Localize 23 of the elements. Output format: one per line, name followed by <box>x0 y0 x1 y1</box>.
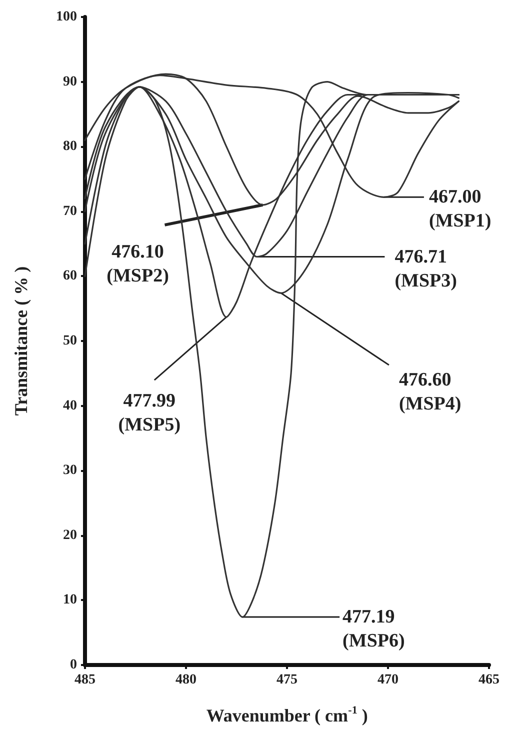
y-tick-label: 40 <box>63 398 77 414</box>
y-tick-label: 50 <box>63 334 77 348</box>
y-tick-label: 70 <box>63 204 77 219</box>
y-tick-label: 10 <box>63 592 77 608</box>
y-tick-label: 80 <box>63 139 77 154</box>
y-tick-label: 30 <box>63 463 77 478</box>
y-tick-label: 100 <box>56 10 77 24</box>
y-tick-label: 90 <box>63 74 77 90</box>
y-tick-label: 0 <box>70 658 77 672</box>
x-tick-label: 475 <box>276 672 298 688</box>
x-tick-label: 470 <box>378 672 398 688</box>
annotation: 477.19 (MSP6) <box>342 606 405 652</box>
annotation: 477.99 (MSP5) <box>118 390 181 436</box>
annotation: 476.60 (MSP4) <box>398 370 462 415</box>
annotation: 476.71 (MSP3) <box>394 246 457 292</box>
y-tick-label: 60 <box>63 268 77 284</box>
y-axis-title: Transmitance ( % ) <box>11 266 31 416</box>
x-tick-label: 465 <box>478 672 500 688</box>
x-tick-label: 480 <box>176 672 196 688</box>
x-tick-label: 485 <box>74 672 96 688</box>
annotation: 467.00 (MSP1) <box>428 186 492 232</box>
annotation: 476.10 (MSP2) <box>106 241 169 286</box>
y-tick-label: 20 <box>63 528 77 543</box>
